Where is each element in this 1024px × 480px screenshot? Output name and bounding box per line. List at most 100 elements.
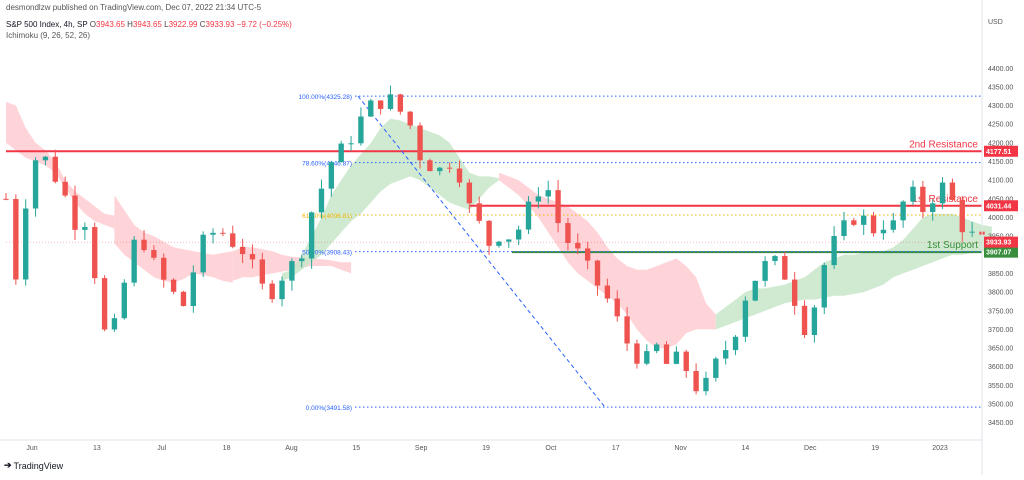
fib-label: 100.00%(4325.28): [299, 94, 353, 101]
candle-body: [624, 316, 630, 344]
symbol-quote-line: S&P 500 Index, 4h, SP O3943.65 H3943.65 …: [6, 20, 292, 29]
level-label: 1st Resistance: [912, 194, 978, 205]
candle-body: [939, 182, 946, 204]
candle-body: [900, 201, 906, 221]
candle-body: [959, 199, 965, 233]
tradingview-logo-icon: ➔: [4, 460, 11, 470]
candle-body: [82, 227, 88, 230]
price-tick-label: 4150.00: [988, 159, 1013, 166]
candle-body: [417, 125, 423, 161]
time-tick-label: 18: [223, 445, 231, 452]
price-tag: [984, 236, 1018, 248]
candle-body: [387, 94, 394, 109]
candle-body: [880, 229, 887, 234]
price-tags: 4177.51 4031.44 3907.07 3933.93: [984, 145, 1018, 258]
candle-body: [269, 283, 275, 300]
price-tick-label: 4100.00: [988, 178, 1013, 185]
candle-body: [62, 181, 68, 196]
candle-body: [742, 300, 749, 337]
candle-body: [210, 232, 216, 235]
candle-body: [762, 261, 768, 281]
candle-body: [180, 291, 187, 307]
candle-body: [890, 220, 896, 230]
fib-label: 61.80%(4006.81): [302, 213, 352, 220]
time-tick-label: 19: [871, 445, 879, 452]
candle-body: [299, 258, 305, 262]
candle-body: [693, 371, 699, 392]
candle-body: [614, 298, 620, 317]
candle-body: [801, 305, 808, 335]
candle-body: [328, 162, 335, 189]
fib-label: 78.60%(4146.87): [302, 161, 352, 168]
time-tick-label: Aug: [285, 445, 298, 452]
price-tick-label: 3600.00: [988, 364, 1013, 371]
candle-body: [782, 256, 788, 280]
candle-body: [111, 318, 118, 330]
price-tick-label: 3500.00: [988, 402, 1013, 409]
candle-body: [722, 350, 729, 359]
candle-body: [259, 259, 266, 284]
candle-body: [545, 190, 551, 197]
cloud-bull: [715, 213, 992, 330]
candle-body: [151, 250, 157, 258]
candle-body: [969, 231, 975, 233]
candle-body: [190, 272, 196, 307]
price-tag-label: 4031.44: [986, 203, 1011, 210]
candle-body: [575, 242, 581, 249]
candle-body: [525, 201, 532, 230]
symbol-name[interactable]: S&P 500 Index, 4h, SP: [6, 20, 88, 29]
candle-body: [732, 336, 739, 351]
candle-body: [634, 343, 640, 364]
candle-body: [792, 279, 798, 306]
candle-body: [200, 234, 206, 273]
low-value: 3922.99: [168, 20, 198, 29]
candle-body: [594, 260, 601, 286]
candle-body: [407, 111, 413, 126]
candle-body: [831, 235, 837, 266]
candle-body: [713, 358, 719, 378]
cloud-bull: [282, 118, 499, 281]
tradingview-logo-text: TradingView: [13, 460, 64, 471]
tradingview-logo[interactable]: ➔ TradingView: [4, 460, 63, 471]
candle-body: [841, 220, 847, 236]
candle-body: [683, 351, 689, 372]
candle-body: [13, 199, 19, 280]
candle-body: [535, 196, 542, 202]
candle-body: [653, 344, 660, 352]
candle-body: [220, 232, 226, 234]
candle-body: [584, 248, 591, 261]
time-tick-label: 15: [352, 445, 360, 452]
published-by-text: desmondlzw published on TradingView.com,…: [6, 3, 262, 12]
candle-body: [446, 167, 453, 169]
change-value: −9.72 (−0.25%): [236, 20, 292, 29]
price-tick-label: 3700.00: [988, 327, 1013, 334]
candle-body: [101, 278, 108, 330]
candle-body: [131, 239, 137, 283]
fib-label: 50.00%(3908.43): [302, 250, 352, 257]
candle-body: [358, 116, 364, 144]
candle-body: [141, 239, 147, 251]
time-tick-label: Sep: [415, 445, 428, 452]
time-tick-label: Jul: [157, 445, 166, 452]
time-tick-label: Oct: [545, 445, 556, 452]
candle-body: [673, 351, 680, 364]
candle-body: [456, 168, 463, 183]
price-tag: [984, 246, 1018, 258]
candle-body: [486, 220, 492, 246]
candle-body: [703, 377, 709, 392]
candle-body: [230, 233, 236, 247]
fib-trend-line: [357, 95, 606, 408]
indicator-label[interactable]: Ichimoku (9, 26, 52, 26): [6, 31, 91, 40]
price-tick-label: 3800.00: [988, 290, 1013, 297]
time-axis[interactable]: Jun 13 Jul 18 Aug 15 Sep 19 Oct 17 Nov 14 Dec 19 2023: [0, 439, 982, 452]
candle-body: [476, 203, 482, 221]
price-tag-label: 3907.07: [986, 250, 1011, 257]
close-value: 3933.93: [205, 20, 235, 29]
candle-body: [920, 186, 926, 213]
candle-body: [752, 280, 758, 301]
price-tick-label: 3650.00: [988, 346, 1013, 353]
price-tag: [984, 200, 1018, 212]
price-tick-label: 3850.00: [988, 271, 1013, 278]
